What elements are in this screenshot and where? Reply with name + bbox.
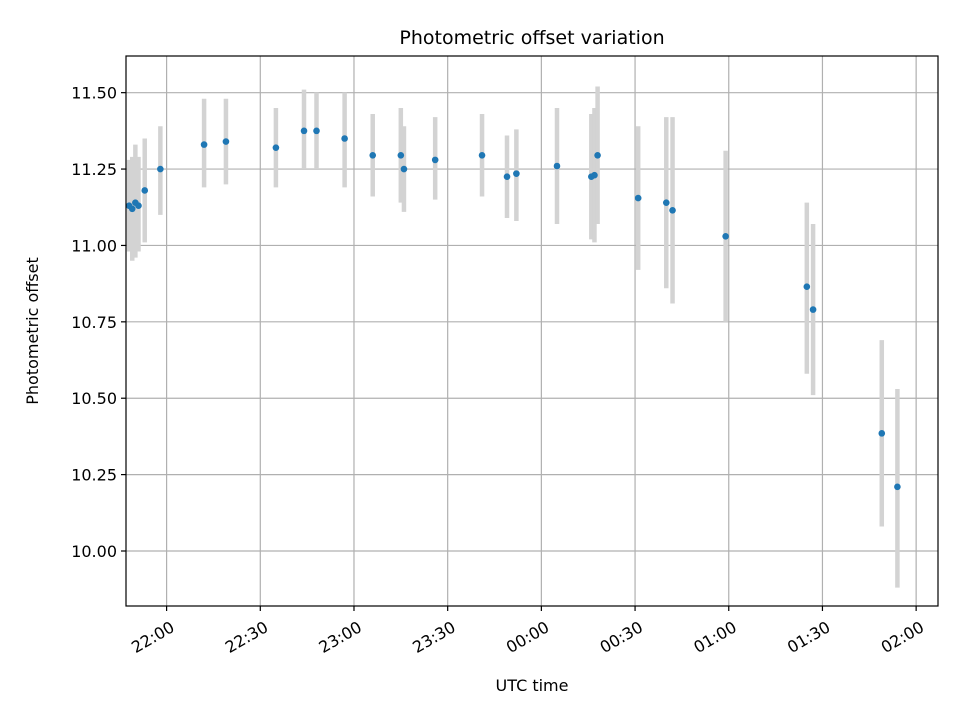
data-point (503, 173, 511, 180)
data-point (669, 207, 676, 214)
data-points (125, 127, 901, 491)
data-point (809, 306, 817, 313)
data-point (341, 135, 348, 142)
data-point (431, 156, 439, 164)
data-point (369, 152, 377, 159)
data-point (594, 152, 601, 159)
data-point (141, 187, 149, 194)
data-point (222, 138, 230, 145)
data-point (157, 165, 164, 173)
grid (126, 56, 938, 606)
data-point (722, 232, 729, 240)
data-point (513, 170, 520, 177)
data-point (553, 162, 561, 170)
data-point (662, 199, 670, 206)
data-point (200, 141, 208, 148)
y-tick-label: 11.25 (71, 160, 117, 179)
data-point (878, 430, 886, 437)
data-point (272, 144, 280, 151)
data-point (128, 205, 136, 213)
data-point (300, 127, 308, 135)
y-tick-label: 10.75 (71, 313, 117, 332)
y-tick-label: 10.25 (71, 466, 117, 485)
data-point (591, 171, 598, 179)
data-point (634, 194, 642, 202)
y-tick-label: 10.00 (71, 542, 117, 561)
y-tick-label: 11.50 (71, 84, 117, 103)
data-point (313, 127, 320, 135)
data-point (397, 152, 405, 159)
x-axis-label: UTC time (496, 676, 569, 695)
data-point (135, 202, 142, 210)
y-axis-ticks: 10.00 10.25 10.50 10.75 11.00 11.25 11.50 (71, 84, 126, 561)
data-point (400, 165, 408, 173)
data-point (894, 483, 901, 491)
data-point (803, 283, 811, 290)
y-tick-label: 10.50 (71, 389, 117, 408)
data-point (478, 152, 486, 159)
plot-frame (125, 55, 939, 607)
y-axis-label: Photometric offset (23, 257, 42, 405)
y-tick-label: 11.00 (71, 236, 117, 255)
chart-title: Photometric offset variation (399, 27, 664, 49)
